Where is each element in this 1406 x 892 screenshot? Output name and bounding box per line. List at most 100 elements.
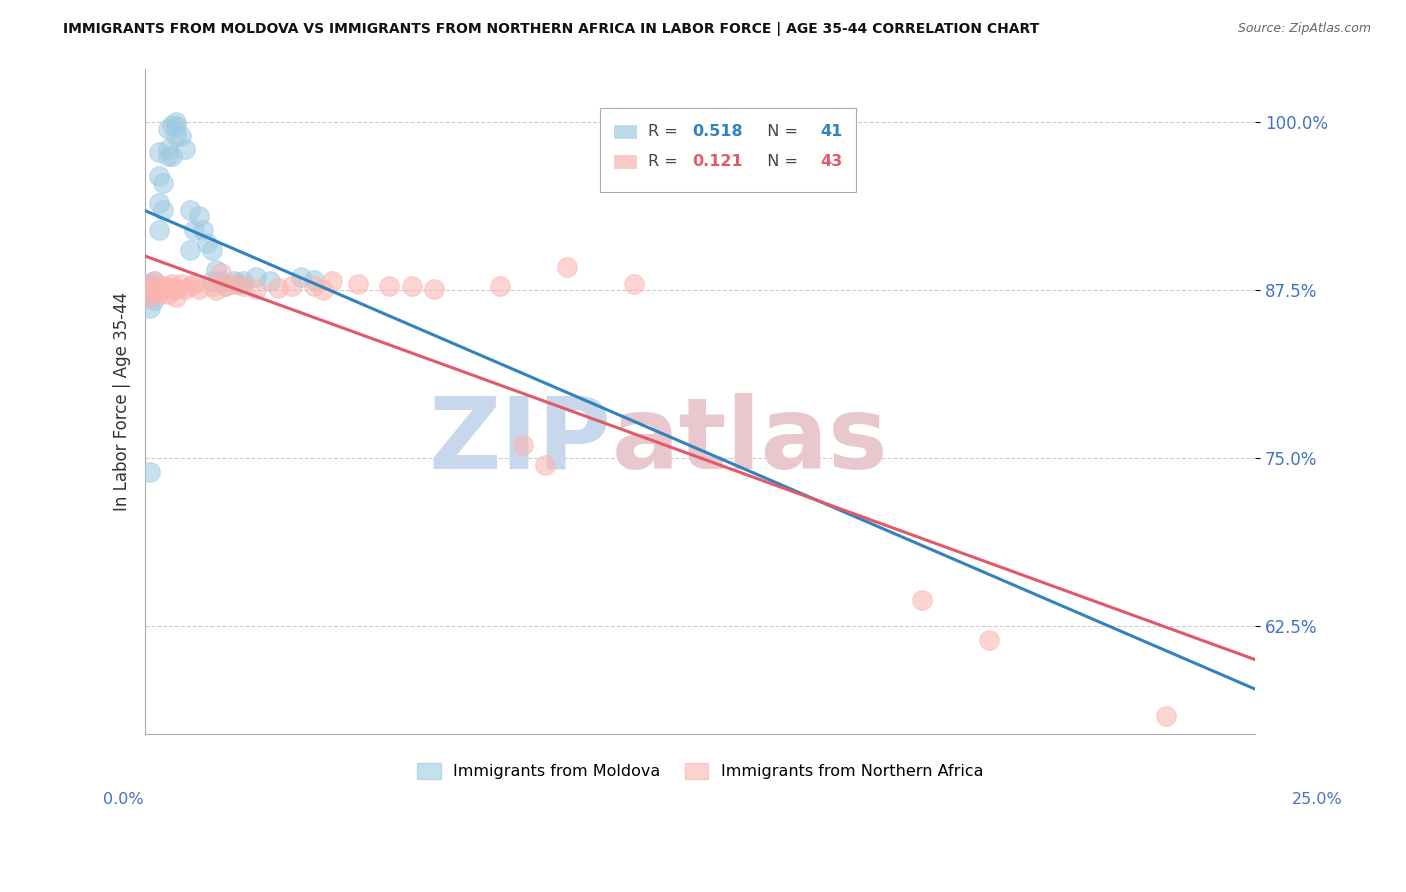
Point [179,202,201,217]
Text: R =: R = [648,154,681,169]
Point [267,280,290,294]
Text: ZIP: ZIP [429,392,612,490]
Point [281,279,304,293]
Text: 0.121: 0.121 [692,154,742,169]
Point [378,279,401,293]
Point [143,282,166,296]
Point [156,142,179,156]
Point [165,115,187,129]
Point [290,269,312,284]
Point [165,120,187,134]
Text: 43: 43 [820,154,842,169]
Point [321,274,343,288]
Point [977,632,1000,647]
Point [148,282,170,296]
FancyBboxPatch shape [600,109,855,192]
Point [232,274,254,288]
Point [245,282,267,296]
Point [183,277,205,291]
Point [423,282,446,296]
Point [160,277,183,291]
Point [165,128,187,143]
Point [170,277,193,291]
Point [489,279,512,293]
Point [201,274,224,288]
Point [139,301,162,315]
Point [139,277,162,291]
Text: IMMIGRANTS FROM MOLDOVA VS IMMIGRANTS FROM NORTHERN AFRICA IN LABOR FORCE | AGE : IMMIGRANTS FROM MOLDOVA VS IMMIGRANTS FR… [63,22,1039,37]
Point [259,274,281,288]
Text: N =: N = [756,154,801,169]
Point [302,279,325,293]
Point [183,223,205,237]
Point [174,282,197,296]
Point [160,282,183,296]
Point [148,145,170,159]
Text: 0.0%: 0.0% [103,792,143,807]
Point [187,210,209,224]
Point [139,290,162,304]
Point [222,274,245,288]
Point [1154,709,1177,723]
Point [156,122,179,136]
Text: atlas: atlas [612,392,889,490]
Point [512,438,534,452]
Point [156,149,179,163]
Point [347,277,370,291]
Point [214,279,236,293]
Point [160,149,183,163]
Point [148,287,170,301]
Point [401,279,423,293]
Point [214,279,236,293]
Point [156,287,179,301]
Point [232,279,254,293]
Legend: Immigrants from Moldova, Immigrants from Northern Africa: Immigrants from Moldova, Immigrants from… [411,756,990,786]
Point [148,223,170,237]
Point [148,169,170,183]
Point [152,176,174,190]
Point [533,458,555,472]
Point [201,279,224,293]
Point [143,274,166,288]
Point [152,279,174,293]
Point [139,465,162,479]
Text: N =: N = [756,124,801,139]
Point [156,279,179,293]
Point [205,263,228,277]
Text: 0.518: 0.518 [692,124,742,139]
Point [165,282,187,296]
Point [205,283,228,297]
Text: R =: R = [648,124,681,139]
Point [179,279,201,293]
Text: 25.0%: 25.0% [1292,792,1343,807]
FancyBboxPatch shape [613,125,636,138]
Point [302,272,325,286]
Text: 41: 41 [820,124,842,139]
Point [555,260,578,275]
Point [187,282,209,296]
Point [139,279,162,293]
Point [623,277,645,291]
Point [170,128,193,143]
Point [222,277,245,291]
Point [179,243,201,257]
Point [312,283,335,297]
Point [139,287,162,301]
Point [191,223,214,237]
Point [143,274,166,288]
Point [139,285,162,299]
FancyBboxPatch shape [613,155,636,169]
Point [911,592,934,607]
Point [160,118,183,132]
Point [143,293,166,307]
Point [209,266,232,280]
Y-axis label: In Labor Force | Age 35-44: In Labor Force | Age 35-44 [114,292,131,511]
Point [148,196,170,211]
Point [143,282,166,296]
Point [209,274,232,288]
Point [165,290,187,304]
Point [197,236,219,251]
Point [201,243,224,257]
Text: Source: ZipAtlas.com: Source: ZipAtlas.com [1237,22,1371,36]
Point [152,202,174,217]
